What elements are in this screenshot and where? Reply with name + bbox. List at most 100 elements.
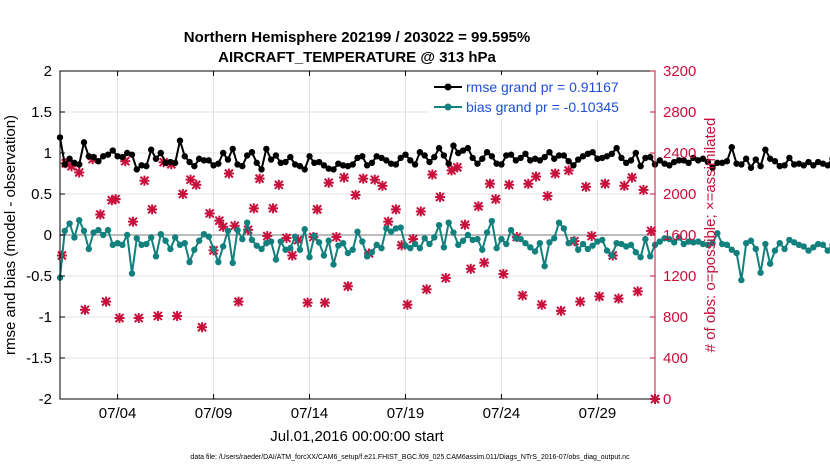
obs-count-marker — [101, 296, 112, 307]
bias-point — [790, 239, 798, 246]
rmse-point — [728, 144, 735, 151]
rmse-point — [263, 145, 270, 153]
rmse-point — [253, 159, 260, 167]
rmse-point — [397, 154, 404, 162]
bias-point — [181, 240, 188, 247]
bias-point — [723, 241, 731, 249]
rmse-point — [714, 159, 721, 167]
rmse-point — [239, 162, 246, 170]
rmse-point — [392, 161, 400, 168]
bias-point — [536, 240, 544, 247]
rmse-point — [541, 153, 548, 161]
rmse-point — [287, 153, 294, 161]
obs-count-marker — [177, 189, 188, 199]
bias-point — [157, 230, 164, 238]
bias-point — [445, 219, 452, 226]
rmse-point — [786, 154, 793, 162]
bias-point — [229, 259, 236, 267]
rmse-point — [215, 160, 222, 167]
bias-point — [311, 232, 318, 240]
bias-point — [819, 241, 827, 249]
rmse-point — [133, 166, 140, 173]
rmse-point — [517, 154, 524, 162]
bias-point — [248, 236, 256, 244]
legend-box — [430, 75, 650, 119]
bias-point — [618, 240, 625, 248]
bias-point — [814, 240, 822, 248]
rmse-point — [272, 152, 280, 159]
bias-point — [503, 240, 510, 248]
y2-tick-label: 1200 — [663, 268, 696, 285]
rmse-point — [407, 157, 414, 164]
bias-point — [71, 234, 78, 241]
rmse-point — [378, 154, 385, 162]
bias-point — [517, 235, 524, 243]
bias-point — [133, 235, 140, 242]
rmse-point — [483, 148, 491, 156]
footnote: data file: /Users/raeder/DAI/ATM_forcXX/… — [190, 454, 630, 461]
bias-point — [661, 235, 668, 242]
bias-point — [349, 246, 356, 253]
obs-count-marker — [74, 167, 85, 178]
rmse-point — [551, 155, 558, 162]
bias-point — [474, 235, 481, 243]
rmse-point — [546, 148, 553, 156]
obs-count-marker — [550, 168, 561, 179]
rmse-point — [757, 162, 764, 170]
obs-count-marker — [139, 175, 150, 186]
obs-count-marker — [114, 313, 125, 324]
bias-point — [411, 240, 419, 248]
obs-count-marker — [302, 297, 313, 308]
rmse-point — [330, 166, 337, 173]
obs-count-marker — [127, 216, 138, 227]
obs-count-marker — [452, 162, 463, 173]
obs-count-marker — [223, 168, 234, 179]
bias-point — [555, 219, 563, 226]
rmse-point — [157, 149, 164, 157]
rmse-point — [589, 148, 596, 156]
rmse-point — [493, 160, 500, 167]
bias-point — [522, 240, 529, 247]
bias-point — [642, 235, 649, 243]
rmse-point — [800, 162, 807, 169]
obs-count-marker — [377, 180, 388, 191]
obs-count-marker — [339, 172, 350, 183]
rmse-point — [776, 162, 783, 170]
rmse-point — [296, 162, 304, 170]
y-tick-label: -0.5 — [26, 268, 52, 285]
bias-point — [99, 231, 107, 239]
rmse-point — [325, 165, 332, 172]
rmse-point — [618, 154, 625, 162]
rmse-point — [536, 157, 544, 164]
bias-point — [239, 235, 246, 243]
rmse-point — [623, 159, 630, 167]
y-tick-label: 0 — [44, 227, 52, 244]
bias-point — [75, 217, 83, 224]
rmse-point — [224, 156, 232, 163]
rmse-point — [747, 164, 755, 171]
rmse-point — [627, 157, 635, 164]
obs-count-marker — [147, 204, 158, 215]
rmse-point — [680, 157, 687, 164]
obs-count-marker — [323, 177, 334, 188]
obs-count-marker — [600, 178, 611, 189]
rmse-point — [80, 139, 88, 146]
bias-point — [258, 245, 265, 253]
obs-count-marker — [342, 281, 353, 292]
y-tick-label: 0.5 — [31, 186, 52, 203]
bias-point — [584, 245, 592, 253]
bias-point — [335, 242, 342, 249]
obs-count-marker — [473, 201, 484, 212]
obs-count-marker — [191, 179, 202, 190]
rmse-point — [219, 149, 227, 157]
rmse-point — [742, 155, 750, 162]
obs-count-marker — [575, 296, 586, 307]
chart-title: Northern Hemisphere 202199 / 203022 = 99… — [184, 29, 530, 46]
obs-count-marker — [95, 209, 106, 220]
obs-count-marker — [523, 178, 534, 189]
rmse-point — [575, 156, 582, 163]
bias-point — [498, 235, 505, 243]
bias-point — [738, 276, 745, 284]
bias-point — [546, 239, 553, 246]
